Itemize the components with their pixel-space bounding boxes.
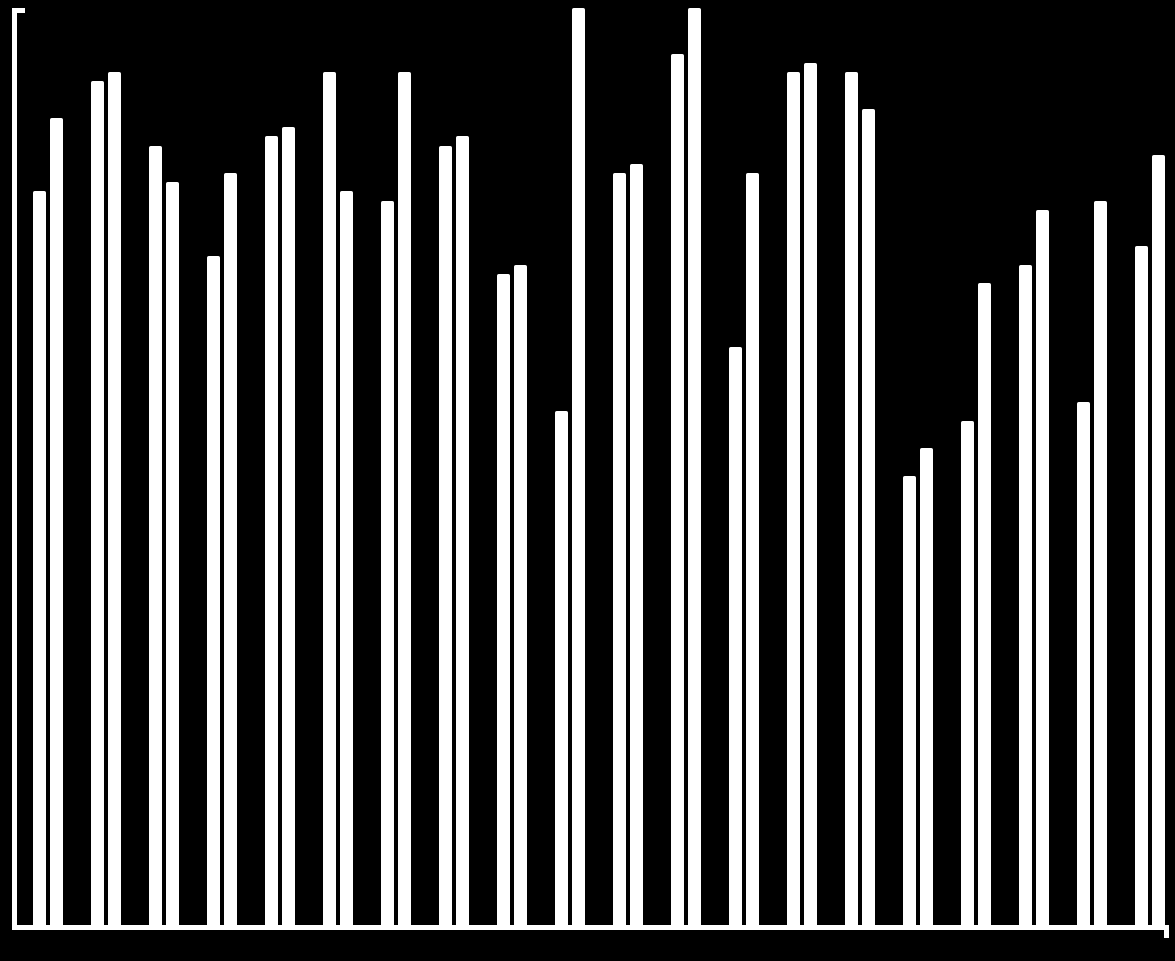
bar <box>961 421 974 925</box>
bar <box>381 201 394 925</box>
bar <box>33 191 46 925</box>
bar <box>323 72 336 925</box>
bar <box>729 347 742 925</box>
x-axis-right-tick <box>1164 925 1169 938</box>
bar <box>1094 201 1107 925</box>
bar <box>555 411 568 925</box>
bar <box>50 118 63 925</box>
bar <box>398 72 411 925</box>
bar <box>1036 210 1049 925</box>
bar <box>804 63 817 925</box>
bar <box>1077 402 1090 925</box>
bar <box>862 109 875 925</box>
bar <box>688 8 701 925</box>
bar <box>671 54 684 925</box>
bar-chart <box>0 0 1175 961</box>
bar <box>514 265 527 925</box>
bar <box>746 173 759 925</box>
bar <box>572 8 585 925</box>
bar <box>282 127 295 925</box>
bar <box>497 274 510 925</box>
bar <box>903 476 916 925</box>
bar <box>613 173 626 925</box>
bar <box>787 72 800 925</box>
bar <box>265 136 278 925</box>
plot-area <box>17 8 1169 925</box>
bar <box>91 81 104 925</box>
bar <box>456 136 469 925</box>
bar <box>149 146 162 925</box>
bar <box>439 146 452 925</box>
bar <box>1135 246 1148 925</box>
x-axis <box>12 925 1169 930</box>
bar <box>1152 155 1165 925</box>
bar <box>920 448 933 925</box>
bar <box>845 72 858 925</box>
bar <box>978 283 991 925</box>
bar <box>224 173 237 925</box>
bar <box>630 164 643 925</box>
bar <box>108 72 121 925</box>
bar <box>166 182 179 925</box>
bar <box>1019 265 1032 925</box>
bar <box>340 191 353 925</box>
bar <box>207 256 220 925</box>
